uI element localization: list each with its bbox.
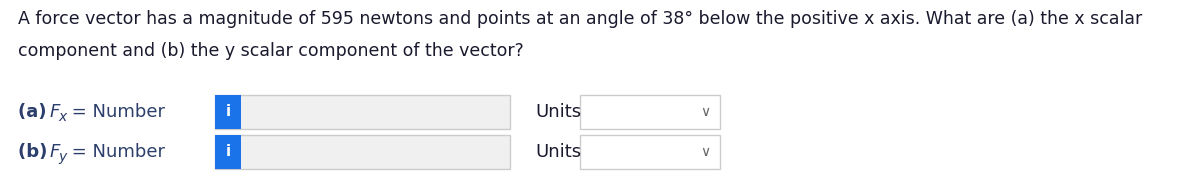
Text: i: i	[226, 145, 230, 160]
Text: y: y	[59, 150, 66, 164]
Text: i: i	[226, 105, 230, 119]
Text: Units: Units	[535, 143, 581, 161]
Text: ∨: ∨	[700, 145, 710, 159]
Text: F: F	[49, 103, 60, 121]
Text: F: F	[49, 143, 60, 161]
Text: = Number: = Number	[66, 143, 166, 161]
Text: (b): (b)	[18, 143, 54, 161]
Text: x: x	[59, 110, 66, 124]
Text: component and (b) the y scalar component of the vector?: component and (b) the y scalar component…	[18, 42, 523, 60]
Bar	[215, 135, 241, 169]
Bar	[215, 95, 510, 129]
Bar	[215, 135, 510, 169]
Text: (a): (a)	[18, 103, 53, 121]
Text: Units: Units	[535, 103, 581, 121]
Bar	[580, 135, 720, 169]
Bar	[580, 95, 720, 129]
Text: = Number: = Number	[66, 103, 166, 121]
Bar	[215, 95, 241, 129]
Text: ∨: ∨	[700, 105, 710, 119]
Text: A force vector has a magnitude of 595 newtons and points at an angle of 38° belo: A force vector has a magnitude of 595 ne…	[18, 10, 1142, 28]
